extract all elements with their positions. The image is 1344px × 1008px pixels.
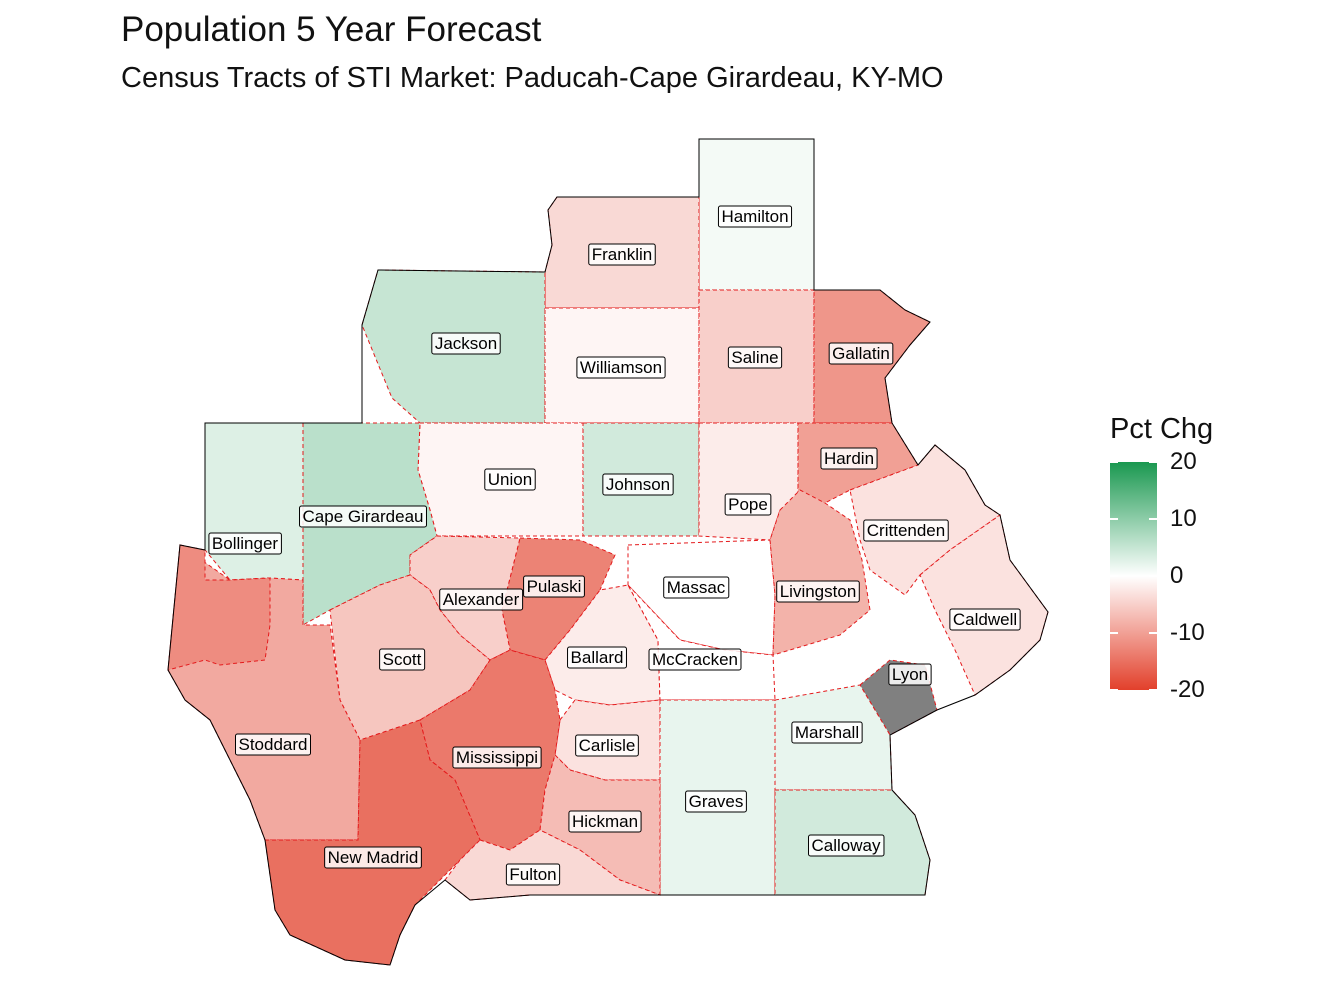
svg-text:Caldwell: Caldwell: [953, 610, 1017, 629]
svg-text:Carlisle: Carlisle: [579, 736, 636, 755]
legend-tick-label: -10: [1170, 619, 1205, 646]
county-label-scott: Scott: [379, 648, 426, 671]
svg-text:Lyon: Lyon: [892, 665, 928, 684]
svg-text:Calloway: Calloway: [812, 836, 881, 855]
svg-text:Stoddard: Stoddard: [239, 735, 308, 754]
svg-text:Mississippi: Mississippi: [456, 748, 538, 767]
county-label-bollinger: Bollinger: [208, 532, 282, 555]
county-label-hardin: Hardin: [820, 447, 878, 470]
legend-tick-label: 0: [1170, 562, 1184, 589]
county-label-massac: Massac: [663, 576, 730, 599]
county-wayne: [167, 544, 271, 671]
county-label-cape-girardeau: Cape Girardeau: [299, 505, 427, 528]
county-label-crittenden: Crittenden: [863, 519, 949, 542]
svg-text:McCracken: McCracken: [652, 650, 738, 669]
svg-text:Fulton: Fulton: [509, 865, 556, 884]
svg-text:Scott: Scott: [383, 650, 422, 669]
county-label-ballard: Ballard: [567, 646, 627, 669]
county-label-union: Union: [484, 468, 536, 491]
svg-text:Cape Girardeau: Cape Girardeau: [303, 507, 424, 526]
legend-tick-label: 20: [1170, 448, 1197, 475]
svg-text:Hickman: Hickman: [572, 812, 638, 831]
svg-text:Livingston: Livingston: [780, 582, 857, 601]
county-bollinger: [204, 422, 304, 581]
svg-text:Alexander: Alexander: [443, 590, 520, 609]
county-label-williamson: Williamson: [576, 356, 666, 379]
county-label-lyon: Lyon: [888, 663, 932, 686]
county-label-jackson: Jackson: [431, 332, 501, 355]
svg-text:Crittenden: Crittenden: [867, 521, 945, 540]
county-label-graves: Graves: [685, 790, 747, 813]
svg-text:Saline: Saline: [731, 348, 778, 367]
svg-text:Franklin: Franklin: [592, 245, 652, 264]
county-label-hickman: Hickman: [568, 810, 642, 833]
county-label-gallatin: Gallatin: [828, 342, 894, 365]
county-label-alexander: Alexander: [439, 588, 524, 611]
county-livingston: [769, 489, 871, 656]
svg-text:Graves: Graves: [689, 792, 744, 811]
county-label-marshall: Marshall: [791, 721, 863, 744]
legend-title: Pct Chg: [1110, 413, 1214, 445]
county-new-madrid: [264, 719, 481, 966]
legend-tick-label: 10: [1170, 505, 1197, 532]
county-label-mississippi: Mississippi: [452, 746, 542, 769]
county-label-new-madrid: New Madrid: [324, 846, 422, 869]
county-label-calloway: Calloway: [808, 834, 885, 857]
svg-text:Jackson: Jackson: [435, 334, 497, 353]
county-label-pope: Pope: [724, 493, 772, 516]
county-label-franklin: Franklin: [588, 243, 656, 266]
county-label-fulton: Fulton: [505, 863, 561, 886]
svg-text:Union: Union: [488, 470, 532, 489]
county-label-saline: Saline: [727, 346, 783, 369]
svg-text:Marshall: Marshall: [795, 723, 859, 742]
svg-text:Hardin: Hardin: [824, 449, 874, 468]
legend-tick-label: -20: [1170, 676, 1205, 703]
svg-text:Pulaski: Pulaski: [527, 577, 582, 596]
svg-text:Gallatin: Gallatin: [832, 344, 890, 363]
svg-text:Massac: Massac: [667, 578, 726, 597]
county-label-carlisle: Carlisle: [575, 734, 639, 757]
market-outline: [167, 138, 1049, 966]
county-label-johnson: Johnson: [602, 473, 674, 496]
svg-text:New Madrid: New Madrid: [328, 848, 419, 867]
county-label-stoddard: Stoddard: [235, 733, 311, 756]
map-title: Population 5 Year Forecast: [121, 10, 542, 49]
svg-text:Hamilton: Hamilton: [721, 207, 788, 226]
svg-text:Pope: Pope: [728, 495, 768, 514]
svg-text:Ballard: Ballard: [571, 648, 624, 667]
county-label-caldwell: Caldwell: [949, 608, 1021, 631]
county-label-mccracken: McCracken: [648, 648, 742, 671]
county-label-livingston: Livingston: [776, 580, 860, 603]
map-subtitle: Census Tracts of STI Market: Paducah-Cap…: [121, 62, 944, 94]
svg-text:Williamson: Williamson: [580, 358, 662, 377]
svg-text:Johnson: Johnson: [606, 475, 670, 494]
county-label-pulaski: Pulaski: [523, 575, 585, 598]
svg-text:Bollinger: Bollinger: [212, 534, 278, 553]
county-label-hamilton: Hamilton: [717, 205, 793, 228]
